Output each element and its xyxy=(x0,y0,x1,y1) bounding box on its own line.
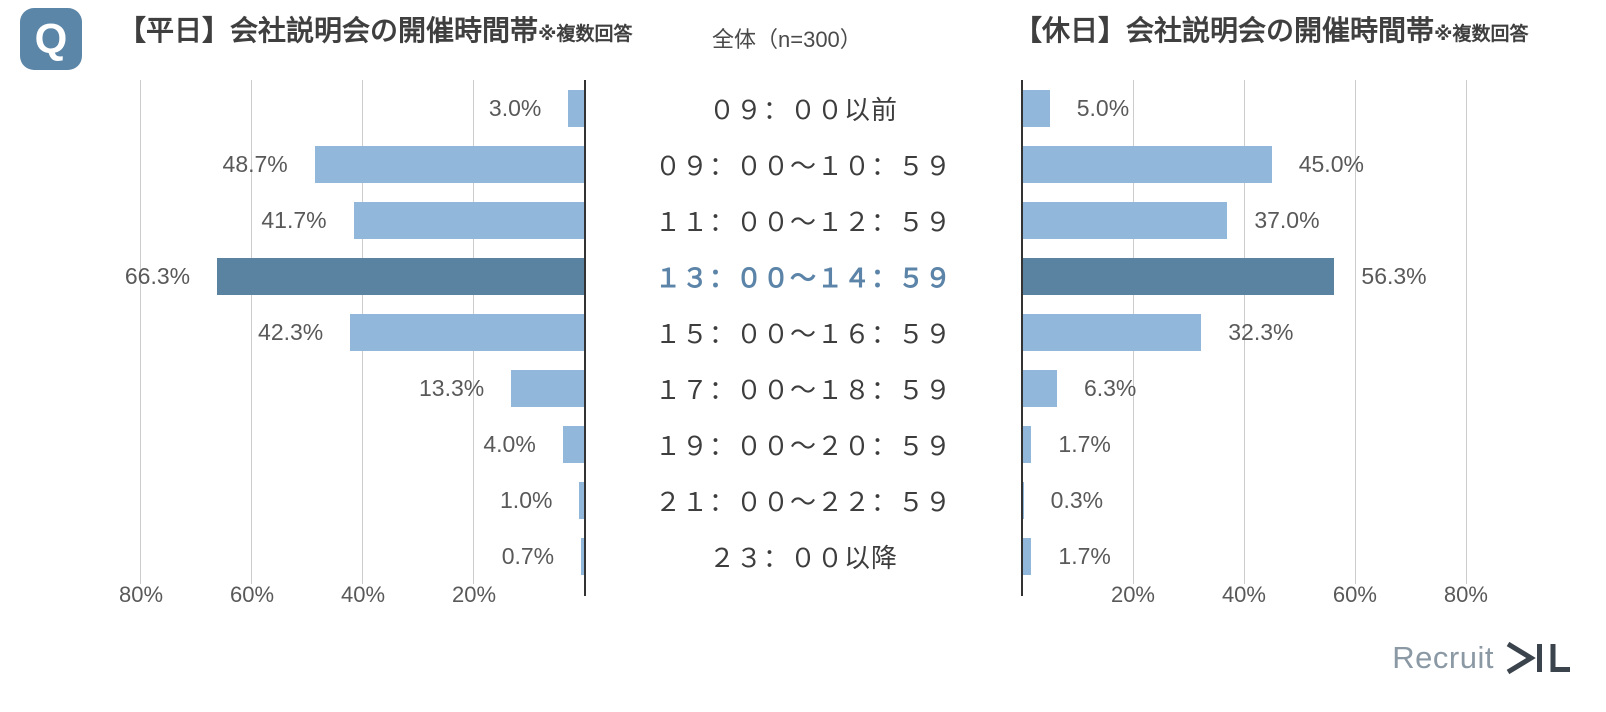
bar-value-weekday-6: 13.3% xyxy=(418,374,485,401)
gridline-holiday-80 xyxy=(1465,80,1467,584)
mil-logo-mark xyxy=(1506,641,1570,675)
question-badge: Q xyxy=(20,8,82,70)
category-column: ０９：００以前 ０９：００～１０：５９ １１：００～１２：５９ １３：００～１４：５９… xyxy=(585,80,1022,584)
bar-value-holiday-5: 32.3% xyxy=(1228,318,1294,345)
holiday-chart-title-text: 【休日】会社説明会の開催時間帯 xyxy=(1014,15,1435,46)
bar-value-holiday-4: 56.3% xyxy=(1361,262,1427,289)
axis-tick-weekday-40: 40% xyxy=(341,582,386,607)
recruit-mil-logo: Recruit xyxy=(1392,640,1588,676)
axis-tick-holiday-80: 80% xyxy=(1443,582,1488,607)
bar-row-weekday-2: 48.7% xyxy=(80,136,585,192)
bar-row-weekday-1: 3.0% xyxy=(80,80,585,136)
bar-value-weekday-9: 0.7% xyxy=(501,542,555,569)
bar-holiday-4 xyxy=(1022,257,1335,295)
category-label-6: １７：００～１８：５９ xyxy=(654,374,952,405)
axis-labels-left: 20% 40% 60% 80% xyxy=(80,582,585,612)
bar-value-weekday-1: 3.0% xyxy=(488,94,542,121)
axis-tick-weekday-20: 20% xyxy=(451,582,497,607)
holiday-chart-title: 【休日】会社説明会の開催時間帯※複数回答 xyxy=(1014,14,1529,52)
bar-value-weekday-4: 66.3% xyxy=(124,262,191,289)
axis-tick-weekday-60: 60% xyxy=(230,582,275,607)
holiday-multi-answer-note: ※複数回答 xyxy=(1434,24,1529,45)
category-label-3: １１：００～１２：５９ xyxy=(654,206,952,237)
bar-value-weekday-5: 42.3% xyxy=(258,318,324,345)
bar-row-weekday-5: 42.3% xyxy=(80,304,585,360)
axis-tick-holiday-40: 40% xyxy=(1221,582,1266,607)
plot-left: 3.0% 48.7% 41.7% 66.3% 42.3% 13.3% 4.0% 1.0% 0.7… xyxy=(80,80,586,596)
bar-value-weekday-3: 41.7% xyxy=(261,206,327,233)
bar-value-holiday-3: 37.0% xyxy=(1254,206,1320,233)
bar-row-holiday-1: 5.0% xyxy=(1022,80,1527,136)
bar-weekday-6 xyxy=(511,369,585,407)
bar-row-holiday-2: 45.0% xyxy=(1022,136,1527,192)
bar-row-weekday-7: 4.0% xyxy=(80,416,585,472)
category-label-5: １５：００～１６：５９ xyxy=(654,318,952,349)
category-label-7: １９：００～２０：５９ xyxy=(654,430,952,461)
bar-holiday-1 xyxy=(1022,89,1050,127)
bar-weekday-1 xyxy=(568,89,585,127)
bar-value-holiday-9: 1.7% xyxy=(1058,542,1111,569)
bar-weekday-5 xyxy=(350,313,585,351)
bar-value-holiday-6: 6.3% xyxy=(1083,374,1137,401)
value-axis-weekday xyxy=(584,80,586,596)
recruit-logo-text: Recruit xyxy=(1392,640,1494,675)
category-label-1: ０９：００以前 xyxy=(708,94,898,125)
bar-value-holiday-1: 5.0% xyxy=(1076,94,1130,121)
bar-row-weekday-8: 1.0% xyxy=(80,472,585,528)
bar-value-holiday-7: 1.7% xyxy=(1058,430,1111,457)
weekday-chart-title-text: 【平日】会社説明会の開催時間帯 xyxy=(118,15,539,46)
axis-labels-right: 20% 40% 60% 80% xyxy=(1022,582,1527,612)
category-label-2: ０９：００～１０：５９ xyxy=(654,150,952,181)
bar-weekday-7 xyxy=(562,425,585,463)
bar-value-weekday-7: 4.0% xyxy=(483,430,536,457)
bar-row-holiday-3: 37.0% xyxy=(1022,192,1527,248)
category-label-4: １３：００～１４：５９ xyxy=(654,262,952,293)
axis-tick-holiday-20: 20% xyxy=(1110,582,1156,607)
bar-row-holiday-7: 1.7% xyxy=(1022,416,1527,472)
gridline-weekday-80 xyxy=(140,80,142,584)
bar-weekday-4 xyxy=(217,257,585,295)
plot-right: 5.0% 45.0% 37.0% 56.3% 32.3% 6.3% 1.7% 0.3% 1.7% xyxy=(1021,80,1527,596)
weekday-chart-title: 【平日】会社説明会の開催時間帯※複数回答 xyxy=(118,14,633,52)
bar-holiday-6 xyxy=(1022,369,1057,407)
bar-row-holiday-9: 1.7% xyxy=(1022,528,1527,584)
bar-holiday-9 xyxy=(1022,537,1032,575)
gridline-weekday-60 xyxy=(251,80,253,584)
axis-tick-weekday-80: 80% xyxy=(119,582,164,607)
bar-value-holiday-2: 45.0% xyxy=(1298,150,1364,177)
bar-row-holiday-5: 32.3% xyxy=(1022,304,1527,360)
bar-weekday-8 xyxy=(579,481,585,519)
gridline-holiday-60 xyxy=(1354,80,1356,584)
bar-weekday-9 xyxy=(581,537,585,575)
bar-holiday-7 xyxy=(1022,425,1032,463)
value-axis-holiday xyxy=(1021,80,1023,596)
bar-weekday-2 xyxy=(314,145,585,183)
weekday-multi-answer-note: ※複数回答 xyxy=(538,24,633,45)
bar-row-holiday-8: 0.3% xyxy=(1022,472,1527,528)
bar-value-holiday-8: 0.3% xyxy=(1050,486,1104,513)
sample-size-label: 全体（n=300） xyxy=(712,27,862,52)
gridline-holiday-40 xyxy=(1243,80,1245,584)
bar-holiday-5 xyxy=(1022,313,1202,351)
bar-row-holiday-4: 56.3% xyxy=(1022,248,1527,304)
bar-holiday-3 xyxy=(1022,201,1228,239)
bar-weekday-3 xyxy=(353,201,585,239)
category-label-9: ２３：００以降 xyxy=(708,542,898,573)
category-label-8: ２１：００～２２：５９ xyxy=(654,486,952,517)
bar-value-weekday-2: 48.7% xyxy=(222,150,288,177)
axis-tick-holiday-60: 60% xyxy=(1332,582,1377,607)
bar-row-weekday-4: 66.3% xyxy=(80,248,585,304)
bar-row-weekday-6: 13.3% xyxy=(80,360,585,416)
bar-row-weekday-9: 0.7% xyxy=(80,528,585,584)
bar-row-holiday-6: 6.3% xyxy=(1022,360,1527,416)
bar-holiday-2 xyxy=(1022,145,1272,183)
bar-row-weekday-3: 41.7% xyxy=(80,192,585,248)
bar-value-weekday-8: 1.0% xyxy=(500,486,553,513)
